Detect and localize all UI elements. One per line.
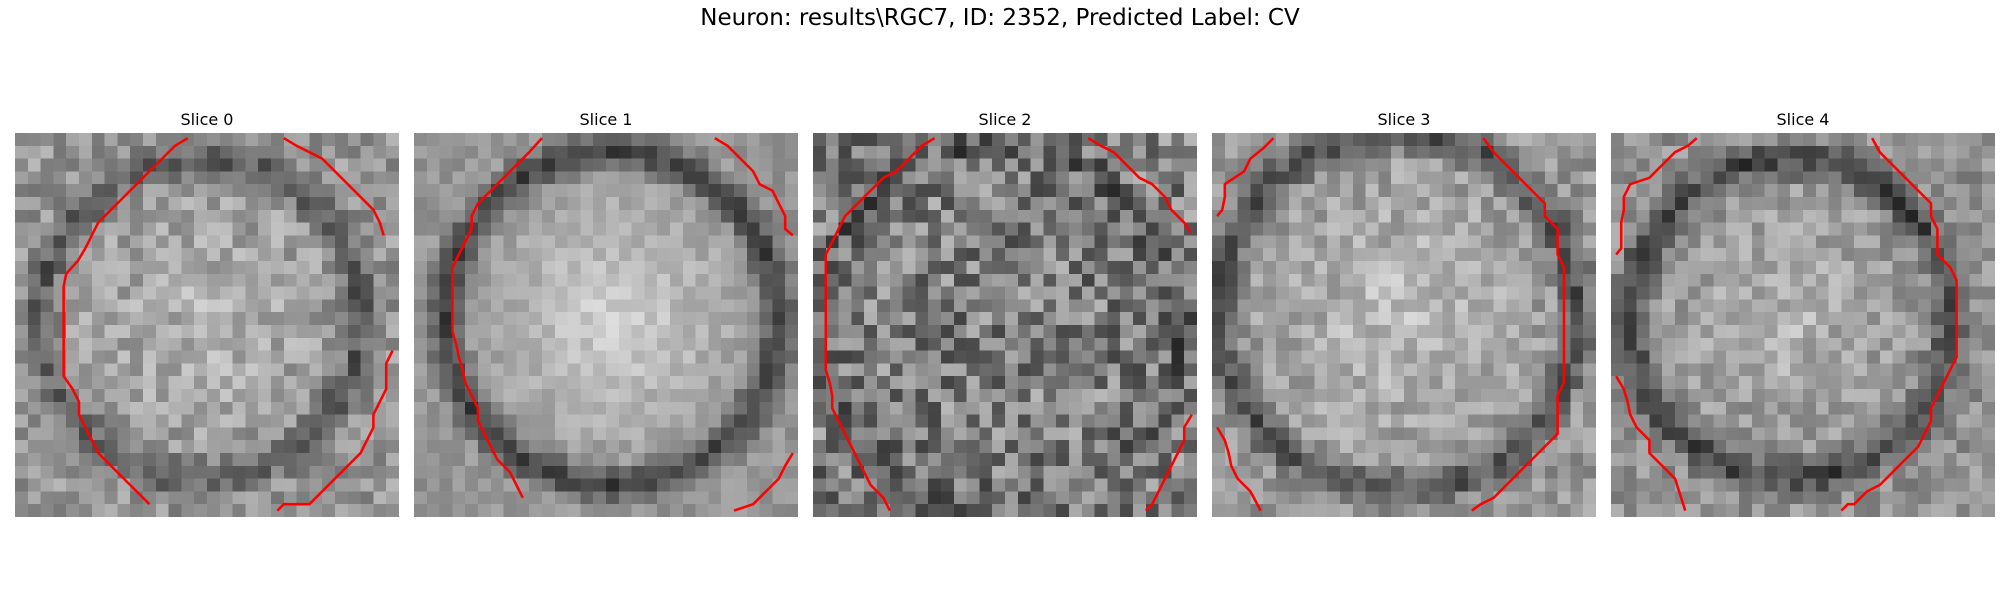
slice-4-title: Slice 4 xyxy=(1776,110,1830,129)
slice-2-panel xyxy=(813,133,1197,517)
slice-4-contour xyxy=(1615,137,1958,512)
slice-1-image xyxy=(414,133,798,517)
slice-3-title: Slice 3 xyxy=(1377,110,1431,129)
slice-4-panel xyxy=(1611,133,1995,517)
figure-title: Neuron: results\RGC7, ID: 2352, Predicte… xyxy=(700,5,1300,31)
slice-0-panel xyxy=(15,133,399,517)
slice-2-title: Slice 2 xyxy=(978,110,1032,129)
slice-0-title: Slice 0 xyxy=(180,110,234,129)
slice-3-image xyxy=(1212,133,1596,517)
slice-0-image xyxy=(15,133,399,517)
slice-1-title: Slice 1 xyxy=(579,110,633,129)
slice-1-panel xyxy=(414,133,798,517)
slice-2-contour xyxy=(824,137,1193,512)
slice-1-contour xyxy=(451,137,794,512)
slice-3-panel xyxy=(1212,133,1596,517)
slice-2-image xyxy=(813,133,1197,517)
slice-0-contour xyxy=(62,137,394,512)
slice-3-contour xyxy=(1216,137,1566,512)
slice-4-image xyxy=(1611,133,1995,517)
